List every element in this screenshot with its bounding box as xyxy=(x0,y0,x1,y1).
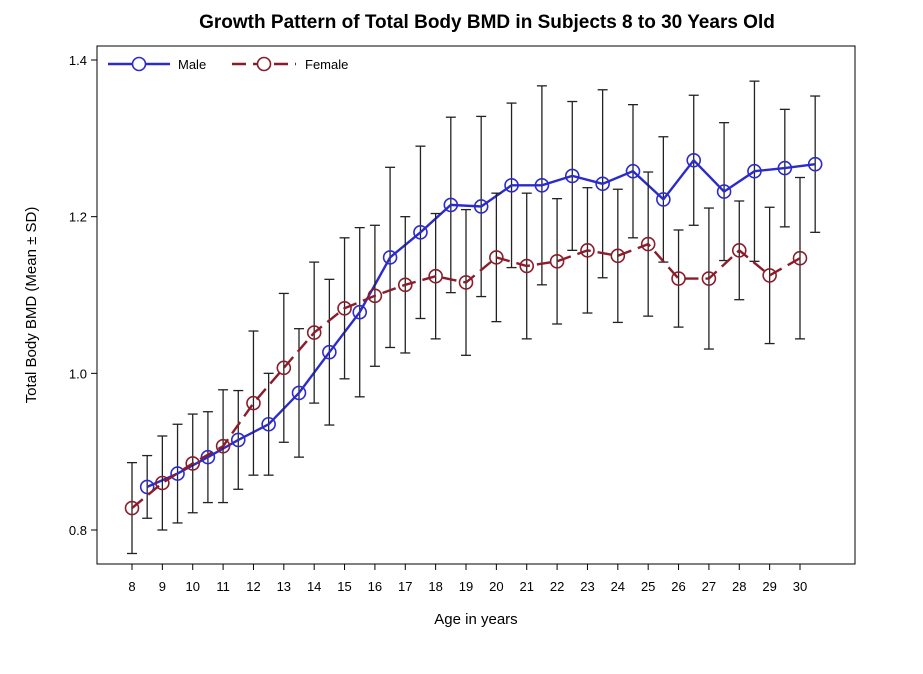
x-axis: 8 9 10 11 12 13 14 15 16 17 18 19 20 21 22 23 24 25 26 27 28… xyxy=(128,564,807,594)
x-tick-label: 11 xyxy=(216,579,230,594)
x-tick-label: 30 xyxy=(793,579,807,594)
data-point xyxy=(716,184,732,199)
data-point xyxy=(367,288,383,304)
x-tick-label: 20 xyxy=(489,579,503,594)
legend-marker xyxy=(256,56,272,72)
data-point xyxy=(580,243,595,258)
data-point xyxy=(504,178,519,193)
y-tick-label: 1.4 xyxy=(69,53,87,68)
legend-item-female: Female xyxy=(232,56,348,72)
data-point xyxy=(534,178,550,193)
data-point xyxy=(382,250,398,265)
data-point xyxy=(807,156,823,172)
data-point xyxy=(640,236,656,252)
data-point xyxy=(762,268,777,283)
data-point xyxy=(276,360,292,376)
error-bar xyxy=(142,454,153,519)
data-point xyxy=(747,163,762,179)
series-layer xyxy=(124,80,823,555)
data-point xyxy=(610,248,626,264)
chart-title: Growth Pattern of Total Body BMD in Subj… xyxy=(199,12,775,33)
error-bar xyxy=(248,330,259,476)
data-point xyxy=(792,250,808,266)
x-tick-label: 21 xyxy=(519,579,533,594)
data-point xyxy=(595,176,610,192)
error-bar xyxy=(278,292,289,443)
data-point xyxy=(124,500,140,516)
x-tick-label: 24 xyxy=(611,579,625,594)
x-tick-label: 23 xyxy=(580,579,594,594)
data-point xyxy=(322,344,337,360)
series-line xyxy=(146,158,816,488)
data-point xyxy=(458,275,474,290)
series-female xyxy=(124,171,808,555)
x-tick-label: 25 xyxy=(641,579,655,594)
data-point xyxy=(701,271,717,286)
data-point xyxy=(413,225,428,240)
data-point xyxy=(261,416,276,432)
x-tick-label: 27 xyxy=(702,579,716,594)
x-tick-label: 22 xyxy=(550,579,564,594)
data-point xyxy=(671,271,686,286)
data-point xyxy=(139,479,155,495)
legend-marker xyxy=(131,56,147,72)
data-point xyxy=(625,163,641,179)
x-tick-label: 12 xyxy=(246,579,260,594)
x-tick-label: 10 xyxy=(185,579,199,594)
data-point xyxy=(489,250,504,265)
x-tick-label: 9 xyxy=(159,579,166,594)
x-tick-label: 29 xyxy=(762,579,776,594)
data-point xyxy=(686,152,702,168)
x-tick-label: 28 xyxy=(732,579,746,594)
data-point xyxy=(246,395,261,411)
y-tick-label: 0.8 xyxy=(69,523,87,538)
legend: Male Female xyxy=(108,56,348,72)
data-point xyxy=(564,168,580,184)
x-tick-label: 19 xyxy=(459,579,473,594)
data-point xyxy=(170,466,185,481)
data-point xyxy=(731,243,747,258)
error-bar xyxy=(552,197,563,325)
x-tick-label: 16 xyxy=(368,579,382,594)
data-point xyxy=(306,325,322,340)
data-point xyxy=(428,268,443,284)
x-tick-label: 26 xyxy=(671,579,685,594)
y-tick-label: 1.2 xyxy=(69,210,87,225)
legend-label: Male xyxy=(178,57,206,72)
x-tick-label: 14 xyxy=(307,579,321,594)
data-point xyxy=(337,301,352,316)
error-bar xyxy=(673,229,684,328)
legend-label: Female xyxy=(305,57,348,72)
x-tick-label: 15 xyxy=(337,579,351,594)
data-point xyxy=(473,199,489,214)
y-tick-label: 1.0 xyxy=(69,366,87,381)
x-tick-label: 17 xyxy=(398,579,412,594)
y-axis-label: Total Body BMD (Mean ± SD) xyxy=(23,207,40,404)
data-point xyxy=(291,385,307,401)
data-point xyxy=(519,258,535,274)
error-bar xyxy=(157,435,168,531)
data-point xyxy=(549,254,565,269)
data-point xyxy=(185,456,201,471)
x-tick-label: 8 xyxy=(128,579,135,594)
error-bar xyxy=(795,176,805,340)
y-axis: 0.8 1.0 1.2 1.4 xyxy=(69,53,97,538)
series-line xyxy=(131,242,801,510)
data-point xyxy=(777,160,793,176)
data-point xyxy=(397,277,413,293)
error-bar xyxy=(612,188,623,324)
data-point xyxy=(215,438,231,454)
data-point xyxy=(230,432,246,448)
x-axis-label: Age in years xyxy=(434,611,517,628)
data-point xyxy=(155,475,170,491)
x-tick-label: 13 xyxy=(277,579,291,594)
x-tick-label: 18 xyxy=(428,579,442,594)
data-point xyxy=(443,197,459,213)
series-male xyxy=(139,80,823,524)
data-point xyxy=(352,304,368,320)
legend-item-male: Male xyxy=(108,56,206,72)
data-point xyxy=(656,192,671,207)
plot-frame xyxy=(96,45,856,565)
